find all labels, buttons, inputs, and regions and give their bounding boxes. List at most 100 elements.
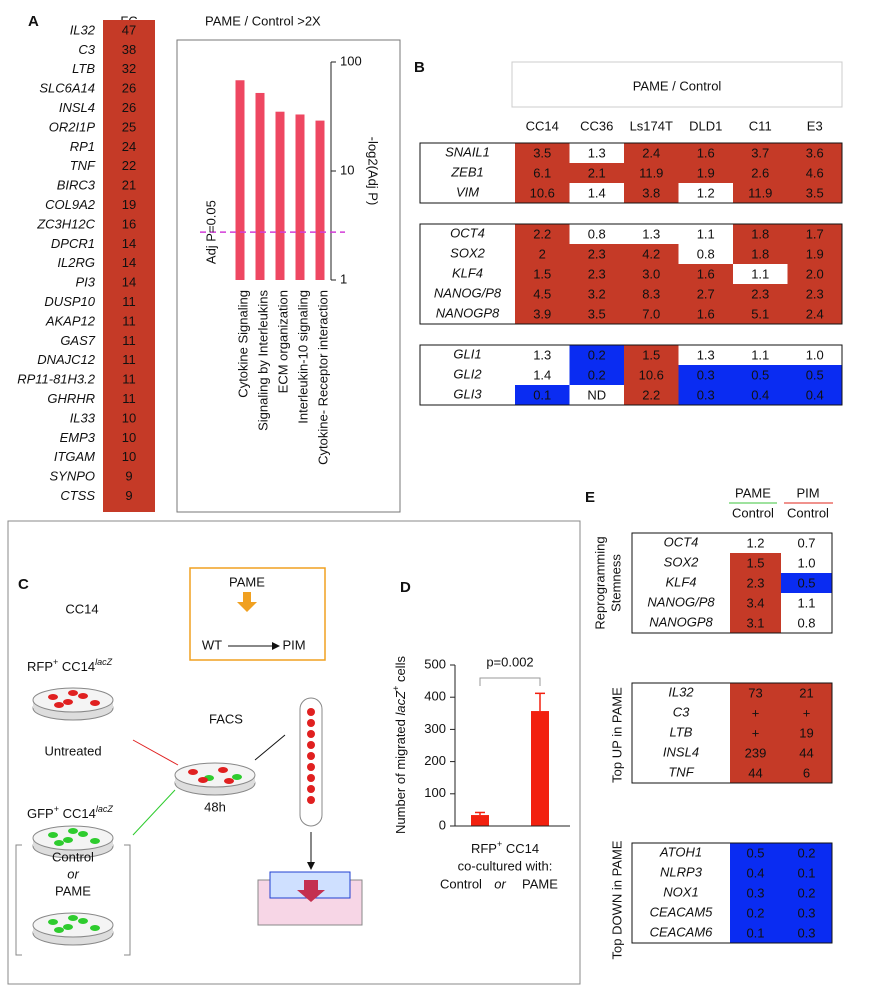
side-label: Top UP in PAME — [609, 687, 624, 783]
column-header: E3 — [807, 118, 823, 133]
cell — [678, 284, 733, 304]
cell-value: 3.9 — [533, 306, 551, 321]
cell — [678, 365, 733, 385]
gene-name: INSL4 — [59, 100, 95, 115]
cell — [569, 183, 624, 203]
cell-value: 2 — [539, 246, 546, 261]
y-axis-label-part: lacZ — [393, 690, 408, 716]
cell-value: 0.8 — [797, 615, 815, 630]
cell — [515, 244, 570, 264]
cell — [678, 224, 733, 244]
bar — [275, 111, 285, 280]
cell-value: 1.6 — [697, 266, 715, 281]
cell-value: 10.6 — [530, 185, 555, 200]
cell-value: 0.2 — [797, 845, 815, 860]
y-tick-label: 400 — [424, 689, 446, 704]
cell-value: 1.3 — [642, 226, 660, 241]
column-header: PAME — [735, 485, 771, 500]
cell-value: 0.1 — [533, 387, 551, 402]
p-value: p=0.002 — [486, 654, 533, 669]
cell — [733, 143, 788, 163]
group-border — [419, 142, 843, 204]
panel-label: A — [28, 13, 39, 30]
cell-value: 0.3 — [697, 387, 715, 402]
cell — [569, 345, 624, 365]
gene-name: DUSP10 — [44, 294, 95, 309]
cell — [781, 573, 832, 593]
cell — [515, 183, 570, 203]
cell-value: 0.2 — [797, 885, 815, 900]
cell-value: 2.2 — [533, 226, 551, 241]
arrow — [132, 739, 179, 766]
cell — [678, 163, 733, 183]
cell — [78, 693, 88, 699]
cell-value: 0.3 — [697, 367, 715, 382]
cell-value: 2.3 — [588, 246, 606, 261]
cell-value: 11.9 — [639, 165, 663, 180]
cell — [232, 774, 242, 780]
y-axis-label-part: + — [391, 686, 401, 691]
cell-value: 0.1 — [746, 925, 764, 940]
gene-name: SNAIL1 — [445, 144, 490, 159]
cell — [515, 385, 570, 405]
cell-value: 3.7 — [751, 145, 769, 160]
gene-name: NLRP3 — [660, 864, 703, 879]
cell — [787, 284, 842, 304]
gene-name: COL9A2 — [45, 197, 96, 212]
cell-value: 2.4 — [642, 145, 660, 160]
cell-value: 3.5 — [806, 185, 824, 200]
cell-value: 73 — [748, 685, 762, 700]
cell — [730, 613, 781, 633]
gene-name: CEACAM6 — [650, 924, 714, 939]
legend-box — [189, 567, 326, 661]
cell — [787, 345, 842, 365]
cell-value: 1.0 — [797, 555, 815, 570]
group-border — [631, 682, 833, 784]
fc-column — [103, 20, 155, 512]
fc-value: 14 — [122, 255, 136, 270]
cell-label-part: GFP — [27, 806, 54, 821]
cell — [678, 304, 733, 324]
cell-value: 1.5 — [746, 555, 764, 570]
gene-name: OR2I1P — [49, 119, 96, 134]
group-border — [419, 223, 843, 325]
cell-label-part: lacZ — [95, 657, 113, 667]
connector: or — [494, 876, 506, 891]
cell — [730, 723, 781, 743]
category-label: Interleukin-10 signaling — [295, 290, 310, 424]
cell — [733, 345, 788, 365]
cell — [78, 831, 88, 837]
cell — [218, 767, 228, 773]
cell-value: 0.7 — [797, 535, 815, 550]
fc-value: 22 — [122, 158, 136, 173]
cell — [569, 385, 624, 405]
fc-value: 19 — [122, 197, 136, 212]
cell-value: 1.1 — [797, 595, 815, 610]
cell-value: 2.3 — [746, 575, 764, 590]
chart-title: PAME / Control >2X — [205, 13, 321, 28]
fc-value: 26 — [122, 81, 136, 96]
cell-value: 0.1 — [797, 865, 815, 880]
cell-value: 2.0 — [806, 266, 824, 281]
cell-value: 6 — [803, 765, 810, 780]
cell — [63, 837, 73, 843]
cell — [730, 703, 781, 723]
cell-value: 2.7 — [697, 286, 715, 301]
fc-value: 11 — [122, 294, 136, 309]
gene-name: ATOH1 — [659, 844, 702, 859]
bar — [235, 80, 245, 280]
cell — [624, 264, 679, 284]
cell-value: 3.5 — [588, 306, 606, 321]
sorted-cell — [307, 730, 315, 738]
gene-name: ZC3H12C — [36, 216, 95, 231]
cell-value: 1.4 — [533, 367, 551, 382]
x-axis-label-part: RFP — [471, 841, 497, 856]
arrow — [254, 734, 286, 761]
cell — [569, 284, 624, 304]
sorted-cell — [307, 774, 315, 782]
gene-name: RP1 — [70, 139, 95, 154]
cell — [733, 284, 788, 304]
bar — [255, 92, 265, 281]
connector: or — [67, 866, 79, 881]
gene-name: C3 — [673, 704, 690, 719]
